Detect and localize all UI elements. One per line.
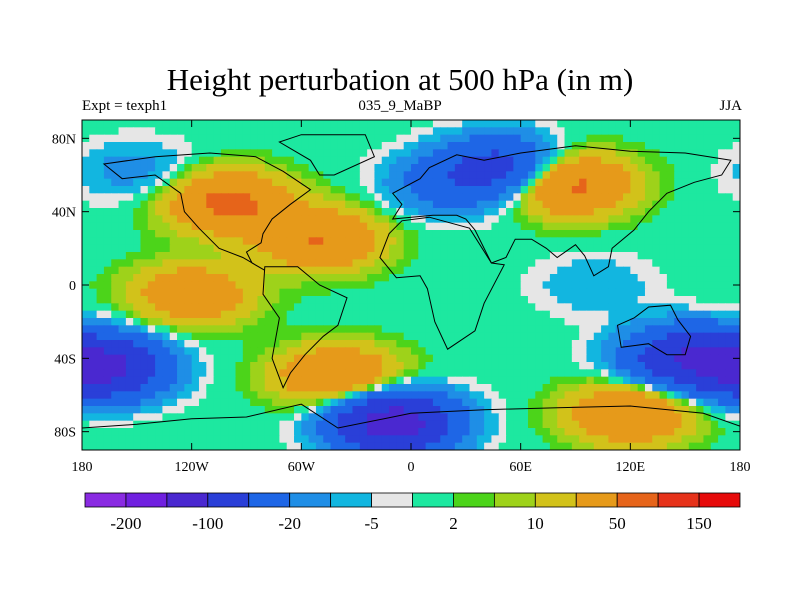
- colorbar-swatch: [616, 492, 659, 508]
- colorbar-swatch: [207, 492, 250, 508]
- y-tick-label: 80N: [52, 132, 76, 147]
- y-tick-label: 40N: [52, 206, 76, 221]
- colorbar-label: -20: [278, 514, 301, 533]
- coastline-polygon: [82, 403, 740, 450]
- coastline-polygon: [391, 145, 732, 277]
- chart-title: Height perturbation at 500 hPa (in m): [166, 62, 634, 97]
- y-tick-label: 80S: [54, 426, 76, 441]
- colorbar-swatch: [657, 492, 700, 508]
- colorbar-swatch: [412, 492, 454, 508]
- season-label: JJA: [719, 98, 742, 114]
- colorbar-swatch: [453, 492, 495, 508]
- colorbar-swatch: [166, 492, 209, 508]
- experiment-label: Expt = texph1: [82, 98, 168, 114]
- colorbar-swatch: [371, 492, 413, 508]
- colorbar-label: 2: [449, 514, 458, 533]
- x-tick-label: 180: [72, 460, 93, 475]
- coastline-polygon: [102, 152, 312, 271]
- x-tick-label: 60W: [288, 460, 316, 475]
- x-tick-label: 120W: [175, 460, 210, 475]
- colorbar-swatch: [493, 492, 536, 508]
- colorbar-label: -200: [110, 514, 141, 533]
- x-tick-label: 180: [730, 460, 751, 475]
- coastline: [82, 134, 740, 450]
- colorbar-label: -5: [364, 514, 378, 533]
- colorbar-swatch: [534, 492, 577, 508]
- colorbar-swatch: [330, 492, 372, 508]
- y-tick-label: 40S: [54, 352, 76, 367]
- colorbar-swatch: [575, 492, 618, 508]
- map-field: [82, 120, 740, 450]
- colorbar-swatch: [698, 492, 741, 508]
- coastline-polygon: [278, 134, 376, 176]
- colorbar-swatch: [84, 492, 127, 508]
- x-tick-label: 60E: [509, 460, 532, 475]
- coastline-polygon: [379, 216, 505, 350]
- y-tick-label: 0: [69, 279, 76, 294]
- colorbar-label: 150: [686, 514, 712, 533]
- axis-ticks: 180 120W 60W 0 60E 120E 180 80N 40N 0 40S 80S: [52, 120, 751, 475]
- colorbar: -200 -100 -20 -5 2 10 50 150: [84, 492, 741, 533]
- coastline-polygon: [616, 304, 692, 356]
- coastline-polygon: [262, 266, 348, 389]
- period-label: 035_9_MaBP: [358, 98, 442, 114]
- colorbar-label: 50: [609, 514, 626, 533]
- colorbar-swatch: [125, 492, 168, 508]
- x-tick-label: 120E: [616, 460, 646, 475]
- colorbar-swatch: [248, 492, 291, 508]
- x-tick-label: 0: [408, 460, 415, 475]
- colorbar-swatch: [289, 492, 332, 508]
- colorbar-label: -100: [192, 514, 223, 533]
- colorbar-label: 10: [527, 514, 544, 533]
